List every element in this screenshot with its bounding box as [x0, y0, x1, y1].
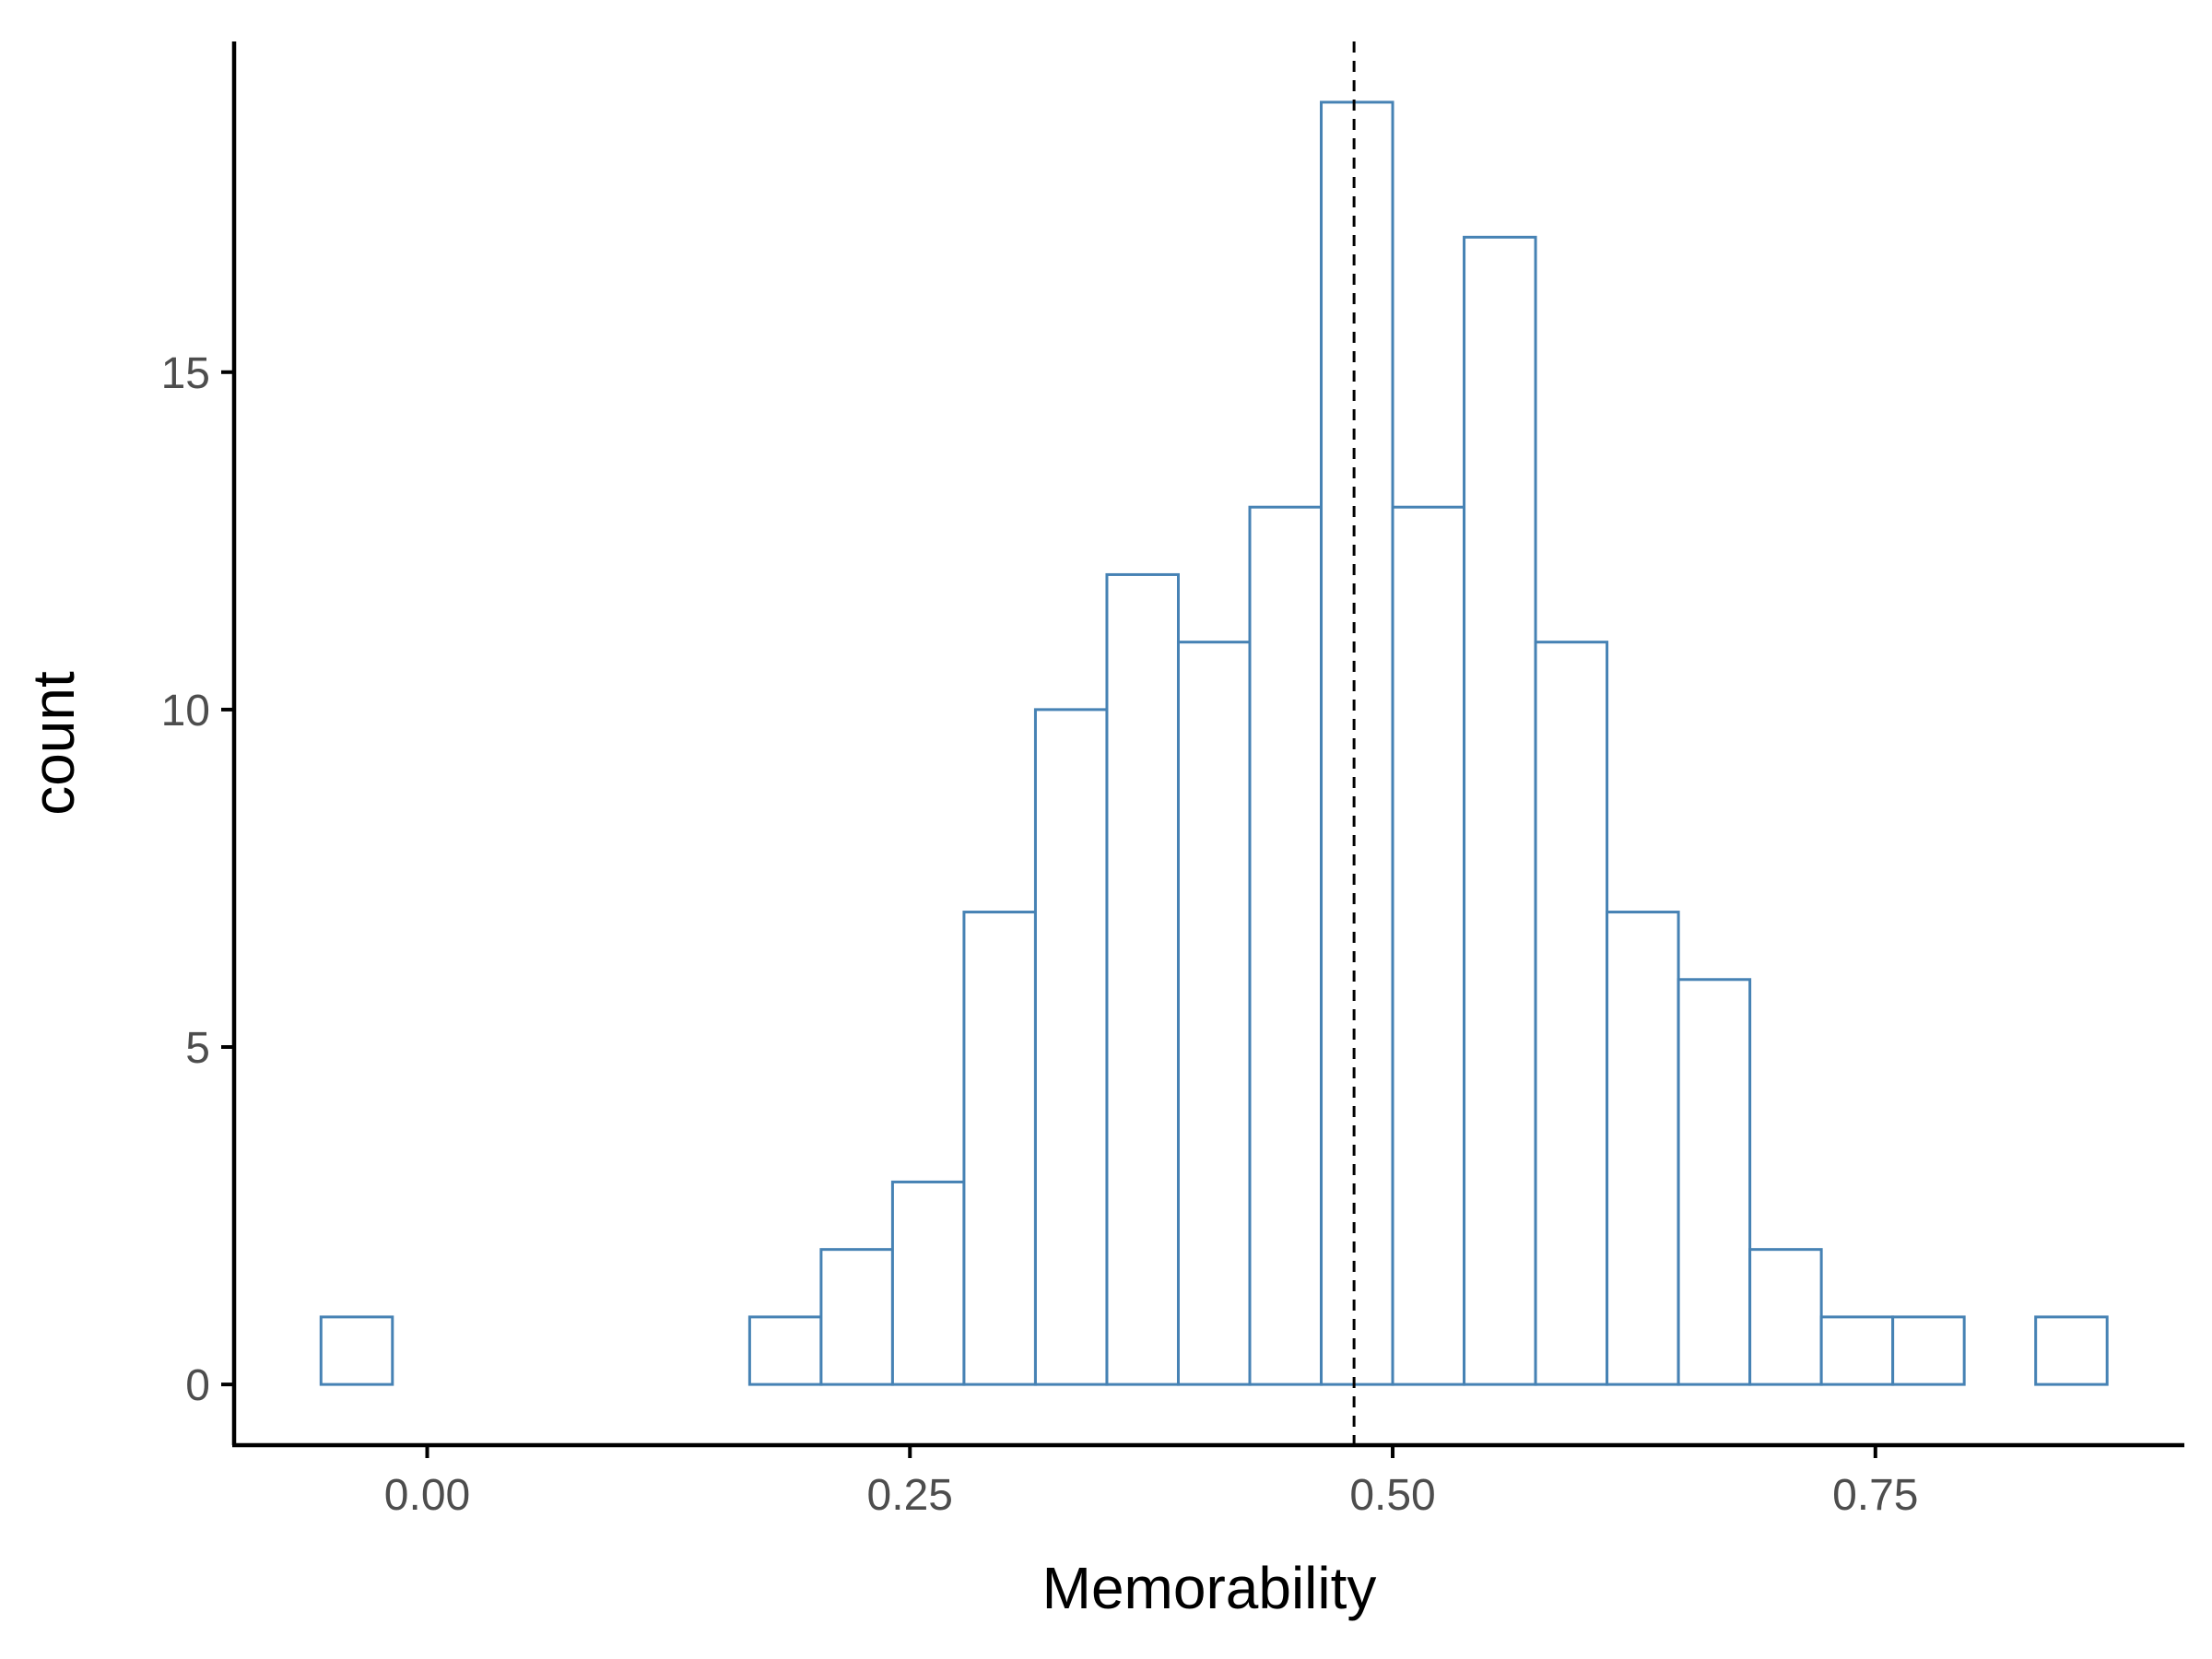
histogram-bar-9: [962, 911, 1037, 1386]
y-tick-label-1: 5: [185, 1024, 210, 1073]
x-tick-label-1: 0.25: [867, 1471, 953, 1520]
histogram-bar-8: [890, 1180, 966, 1386]
axes: [221, 41, 2184, 1458]
y-tick-label-2: 10: [161, 687, 210, 735]
histogram-bar-16: [1463, 235, 1537, 1386]
y-tick-label-3: 15: [161, 349, 210, 398]
y-tick-label-0: 0: [185, 1361, 210, 1410]
histogram-bar-20: [1748, 1248, 1823, 1386]
histogram-bar-15: [1391, 505, 1466, 1386]
histogram-bar-18: [1606, 911, 1680, 1386]
histogram-bar-17: [1534, 641, 1609, 1386]
histogram-bar-24: [2034, 1315, 2109, 1386]
histogram-bar-21: [1819, 1315, 1895, 1386]
histogram-bar-6: [747, 1315, 823, 1386]
histogram-bar-14: [1320, 100, 1394, 1386]
histogram-bar-0: [319, 1315, 394, 1386]
x-tick-label-2: 0.50: [1349, 1471, 1435, 1520]
histogram-bar-22: [1891, 1315, 1966, 1386]
histogram-bar-7: [819, 1248, 894, 1386]
histogram-bars: [319, 100, 2109, 1386]
histogram-bar-19: [1677, 978, 1752, 1386]
y-axis-title: count: [20, 671, 87, 816]
histogram-bar-10: [1033, 708, 1109, 1386]
histogram-bar-13: [1248, 505, 1324, 1386]
tick-labels: 0.00 0.25 0.50 0.75 0 5 10 15: [161, 349, 1919, 1520]
x-tick-label-0: 0.00: [384, 1471, 470, 1520]
x-tick-label-3: 0.75: [1832, 1471, 1918, 1520]
x-axis-title: Memorability: [1042, 1555, 1377, 1621]
histogram-bar-12: [1176, 641, 1252, 1386]
histogram-bar-11: [1105, 572, 1180, 1386]
